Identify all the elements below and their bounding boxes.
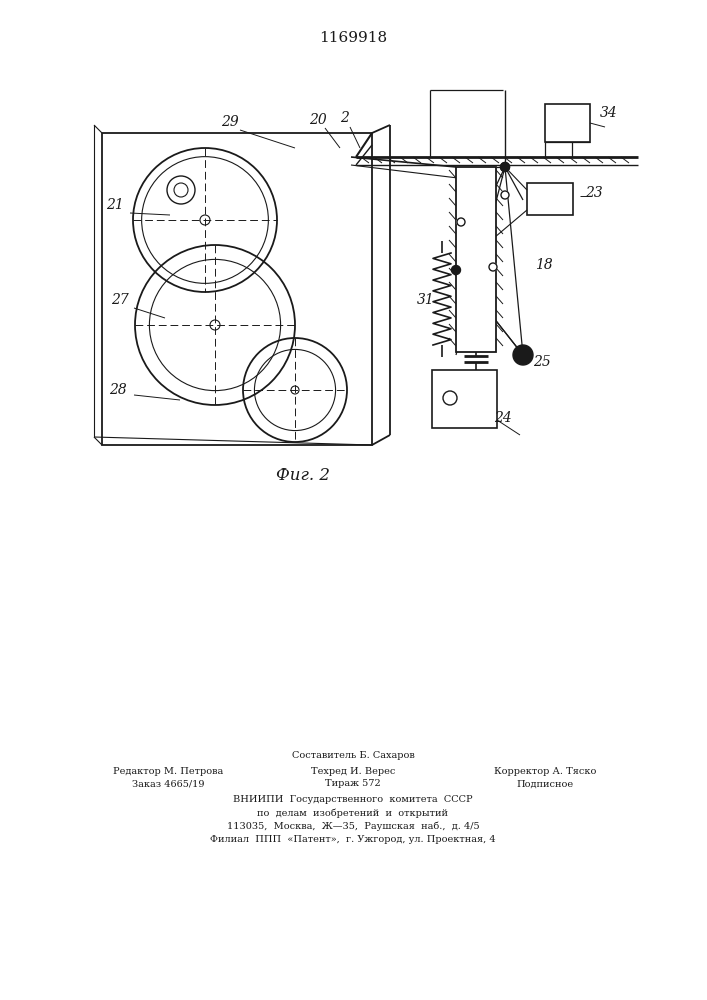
Circle shape (501, 191, 509, 199)
Text: 28: 28 (109, 383, 127, 397)
Text: Составитель Б. Сахаров: Составитель Б. Сахаров (291, 752, 414, 760)
Circle shape (501, 162, 510, 172)
Text: 18: 18 (535, 258, 553, 272)
Text: Редактор М. Петрова: Редактор М. Петрова (113, 768, 223, 776)
Text: по  делам  изобретений  и  открытий: по делам изобретений и открытий (257, 808, 448, 818)
Text: 2: 2 (341, 111, 349, 125)
Text: Заказ 4665/19: Заказ 4665/19 (132, 780, 204, 788)
Circle shape (501, 162, 510, 172)
Circle shape (443, 391, 457, 405)
Bar (102, 133, 372, 445)
Circle shape (210, 320, 220, 330)
Circle shape (513, 345, 533, 365)
Circle shape (291, 386, 299, 394)
Text: 21: 21 (106, 198, 124, 212)
Bar (456, 167, 496, 352)
Text: 20: 20 (309, 113, 327, 127)
Text: 23: 23 (585, 186, 603, 200)
Text: Тираж 572: Тираж 572 (325, 780, 381, 788)
Circle shape (457, 218, 465, 226)
Circle shape (200, 215, 210, 225)
Text: ВНИИПИ  Государственного  комитета  СССР: ВНИИПИ Государственного комитета СССР (233, 796, 473, 804)
Bar (432, 370, 497, 428)
Text: 25: 25 (533, 355, 551, 369)
Text: Фиг. 2: Фиг. 2 (276, 466, 330, 484)
Text: Корректор А. Тяско: Корректор А. Тяско (493, 768, 596, 776)
Text: 113035,  Москва,  Ж—35,  Раушская  наб.,  д. 4/5: 113035, Москва, Ж—35, Раушская наб., д. … (227, 821, 479, 831)
Text: 34: 34 (600, 106, 618, 120)
Circle shape (489, 263, 497, 271)
Text: Филиал  ППП  «Патент»,  г. Ужгород, ул. Проектная, 4: Филиал ППП «Патент», г. Ужгород, ул. Про… (210, 834, 496, 844)
Text: 1169918: 1169918 (319, 31, 387, 45)
Text: 24: 24 (494, 411, 512, 425)
Bar (545, 104, 590, 142)
Text: 31: 31 (417, 293, 435, 307)
Text: Подписное: Подписное (516, 780, 573, 788)
Bar (527, 183, 573, 215)
Text: 27: 27 (111, 293, 129, 307)
Circle shape (452, 265, 460, 274)
Text: 29: 29 (221, 115, 239, 129)
Text: Техред И. Верес: Техред И. Верес (311, 768, 395, 776)
